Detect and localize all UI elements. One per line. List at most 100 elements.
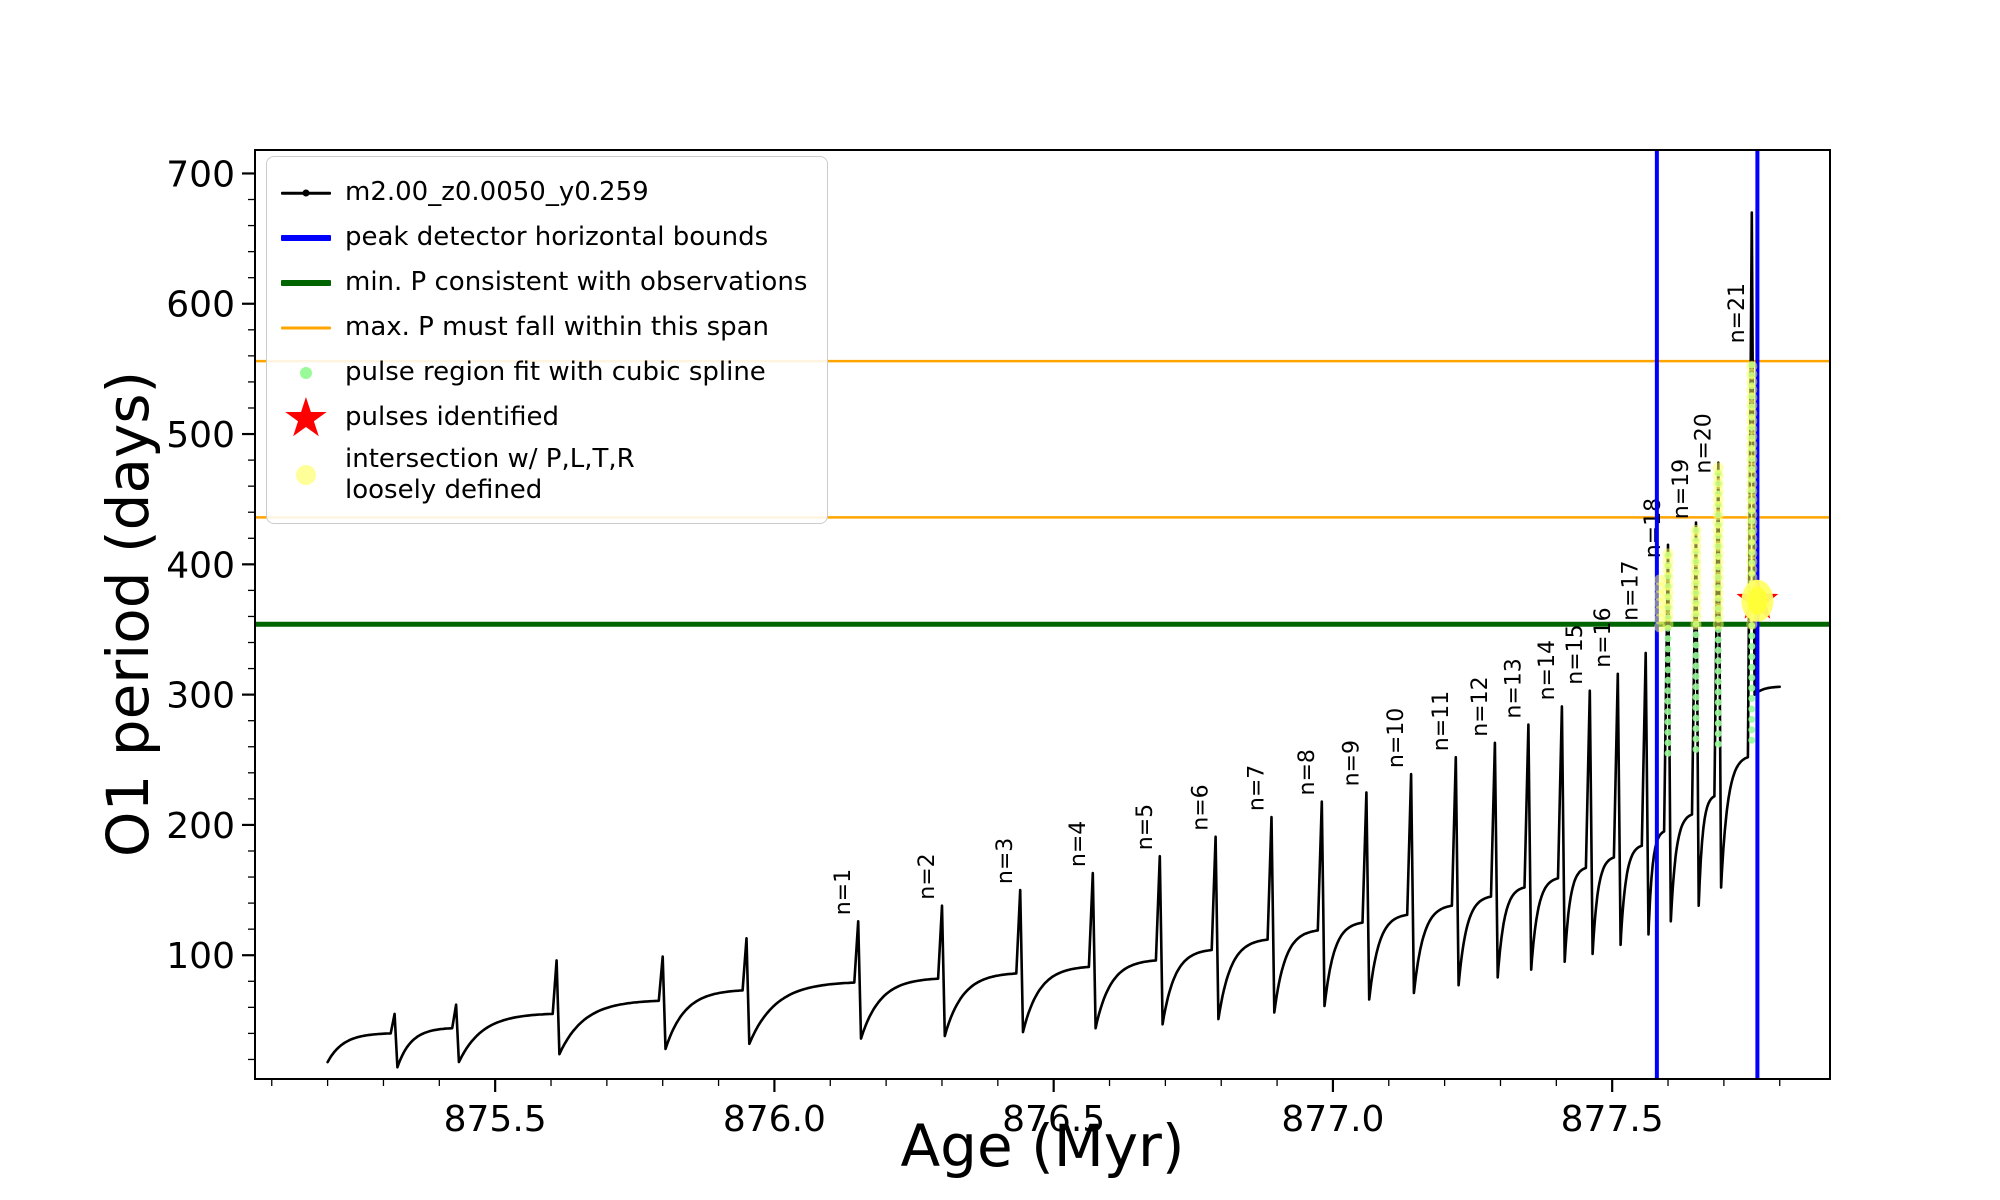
spline-fit-dot [1692, 704, 1700, 712]
intersection-dot [1690, 603, 1702, 615]
pulse-label: n=12 [1468, 676, 1493, 736]
spline-fit-dot [1714, 657, 1722, 665]
spline-fit-dot [1748, 715, 1756, 723]
intersection-dot [1690, 587, 1702, 599]
spline-fit-dot [1748, 653, 1756, 661]
legend-item-label: pulse region fit with cubic spline [345, 357, 766, 388]
legend-marker-thick-line-icon [279, 219, 333, 257]
intersection-dot [1654, 582, 1666, 594]
spline-fit-dot [1664, 708, 1672, 716]
legend-item: ★ pulses identified [279, 391, 807, 445]
spline-fit-dot [1714, 667, 1722, 675]
legend-item: min. P consistent with observations [279, 264, 807, 302]
intersection-dot [1712, 517, 1724, 529]
spline-fit-dot [1664, 739, 1672, 747]
series-line [326, 211, 1781, 1069]
pulse-label: n=11 [1429, 691, 1454, 751]
intersection-dot [1746, 548, 1758, 560]
intersection-dot [1654, 613, 1666, 625]
spline-fit-dot [1748, 632, 1756, 640]
intersection-dot [1746, 360, 1758, 372]
intersection-dot [1712, 603, 1724, 615]
spline-fit-dot [1692, 745, 1700, 753]
pulse-label: n=17 [1619, 561, 1644, 621]
spline-fit-dot [1748, 695, 1756, 702]
intersection-dot [1654, 574, 1666, 586]
spline-fit-dot [1664, 687, 1672, 695]
spline-fit-dot [1664, 645, 1672, 653]
intersection-dot [1712, 548, 1724, 560]
intersection-dot [1746, 470, 1758, 482]
pulse-label: n=2 [915, 853, 940, 899]
intersection-dot [1690, 618, 1702, 630]
spline-fit-dot [1692, 693, 1700, 701]
pulse-label: n=10 [1384, 708, 1409, 768]
spline-fit-dot [1748, 674, 1756, 682]
intersection-blob-core [1747, 586, 1768, 615]
intersection-dot [1690, 532, 1702, 544]
intersection-dot [1690, 579, 1702, 591]
x-tick-label: 876.0 [723, 1099, 826, 1140]
spline-fit-dot [1748, 726, 1756, 734]
spline-fit-dot [1714, 678, 1722, 686]
spline-fit-dot [1664, 666, 1672, 674]
intersection-dot [1746, 376, 1758, 388]
pulse-label: n=5 [1133, 804, 1158, 850]
y-tick-label: 700 [166, 154, 235, 195]
legend-item: max. P must fall within this span [279, 309, 807, 347]
spline-fit-dot [1714, 636, 1722, 644]
x-tick-label: 877.0 [1281, 1099, 1384, 1140]
intersection-dot [1712, 564, 1724, 575]
spline-fit-dot [1714, 730, 1722, 738]
intersection-dot [1662, 595, 1674, 607]
intersection-dot [1690, 564, 1702, 575]
pulse-label: n=8 [1295, 749, 1320, 795]
spline-fit-dot [1692, 714, 1700, 722]
legend-marker-dot-icon [279, 354, 333, 392]
intersection-dot [1662, 564, 1674, 575]
legend-item: m2.00_z0.0050_y0.259 [279, 174, 807, 212]
pulse-label: n=9 [1339, 740, 1364, 786]
pulse-label: n=16 [1591, 607, 1616, 667]
spline-fit-dot [1692, 631, 1700, 639]
y-tick-label: 300 [166, 676, 235, 717]
intersection-dot [1712, 525, 1724, 536]
legend-marker-big-dot-icon [279, 456, 333, 494]
legend-item-label: max. P must fall within this span [345, 312, 770, 343]
intersection-dot [1690, 611, 1702, 622]
spline-fit-dot [1714, 740, 1722, 748]
spline-fit-dot [1692, 672, 1700, 680]
legend-item-label: pulses identified [345, 402, 560, 433]
pulse-label: n=13 [1501, 658, 1526, 718]
intersection-dot [1746, 368, 1758, 380]
spline-fit-dot [1664, 656, 1672, 663]
legend-item-label: m2.00_z0.0050_y0.259 [345, 177, 649, 208]
intersection-dot [1712, 470, 1724, 482]
intersection-dot [1662, 603, 1674, 615]
intersection-dot [1746, 478, 1758, 490]
intersection-dot [1712, 493, 1724, 505]
intersection-dot [1712, 509, 1724, 521]
legend-marker-line-icon [279, 309, 333, 347]
intersection-dot [1746, 384, 1758, 396]
pulse-label: n=21 [1725, 283, 1750, 343]
legend-item: peak detector horizontal bounds [279, 219, 807, 257]
intersection-dot [1712, 571, 1724, 583]
spline-fit-dot [1692, 683, 1700, 691]
y-tick-label: 200 [166, 806, 235, 847]
spline-fit-dot [1748, 705, 1756, 713]
spline-fit-dot [1692, 725, 1700, 732]
intersection-dot [1746, 509, 1758, 521]
spline-fit-dot [1664, 749, 1672, 757]
intersection-dot [1746, 439, 1758, 450]
intersection-dot [1746, 493, 1758, 505]
spline-fit-dot [1748, 736, 1756, 744]
intersection-dot [1662, 556, 1674, 568]
intersection-dot [1712, 501, 1724, 513]
intersection-dot [1690, 556, 1702, 568]
intersection-dot [1712, 540, 1724, 552]
intersection-dot [1746, 446, 1758, 458]
spline-fit-dot [1692, 652, 1700, 659]
intersection-dot [1654, 590, 1666, 602]
intersection-dot [1654, 597, 1666, 609]
